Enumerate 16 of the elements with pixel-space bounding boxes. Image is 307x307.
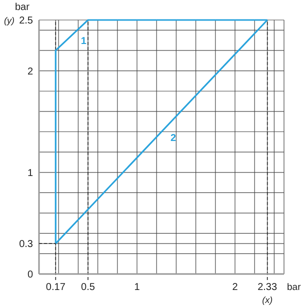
- x-tick-label: 2: [232, 282, 238, 293]
- y-axis-title: bar: [15, 2, 30, 13]
- series-label: 2: [170, 132, 176, 144]
- x-tick-label: 1: [134, 282, 140, 293]
- y-tick-label: 2: [27, 66, 34, 78]
- y-tick-label: 2.5: [19, 16, 34, 26]
- series-label: 1: [80, 36, 87, 48]
- text: (x): [262, 295, 273, 305]
- x-tick-label: 0.5: [81, 282, 96, 293]
- y-tick-label: 0: [27, 270, 34, 280]
- y-tick-label: 1: [27, 168, 34, 179]
- x-tick-label: 2.33: [258, 282, 278, 293]
- x-tick-label: 0.17: [46, 282, 66, 293]
- y-tick-label: 0.3: [19, 239, 34, 250]
- x-axis-title: bar: [287, 282, 301, 293]
- text: (y): [4, 16, 14, 26]
